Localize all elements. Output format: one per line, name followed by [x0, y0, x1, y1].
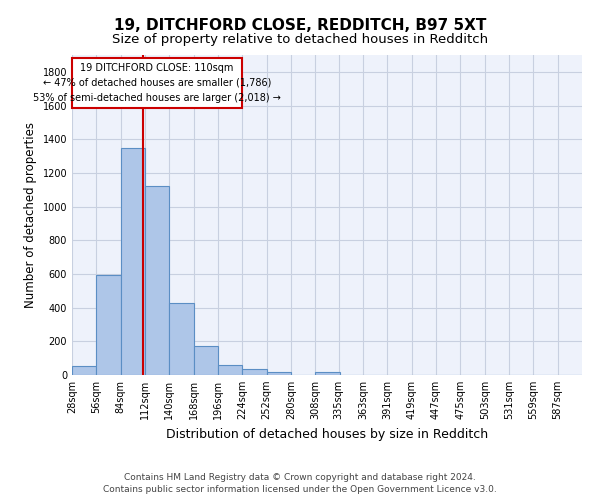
Bar [266, 372, 291, 375]
Text: Contains HM Land Registry data © Crown copyright and database right 2024.
Contai: Contains HM Land Registry data © Crown c… [103, 473, 497, 494]
Bar [218, 365, 242, 375]
Bar [145, 186, 169, 375]
Bar [242, 368, 266, 375]
Bar [194, 346, 218, 375]
FancyBboxPatch shape [72, 58, 242, 108]
Text: Size of property relative to detached houses in Redditch: Size of property relative to detached ho… [112, 32, 488, 46]
Y-axis label: Number of detached properties: Number of detached properties [24, 122, 37, 308]
Text: 19, DITCHFORD CLOSE, REDDITCH, B97 5XT: 19, DITCHFORD CLOSE, REDDITCH, B97 5XT [114, 18, 486, 32]
Text: 19 DITCHFORD CLOSE: 110sqm
← 47% of detached houses are smaller (1,786)
53% of s: 19 DITCHFORD CLOSE: 110sqm ← 47% of deta… [33, 63, 281, 102]
X-axis label: Distribution of detached houses by size in Redditch: Distribution of detached houses by size … [166, 428, 488, 440]
Bar [169, 304, 194, 375]
Bar [121, 148, 145, 375]
Bar [72, 366, 97, 375]
Bar [97, 275, 121, 375]
Bar [315, 372, 340, 375]
